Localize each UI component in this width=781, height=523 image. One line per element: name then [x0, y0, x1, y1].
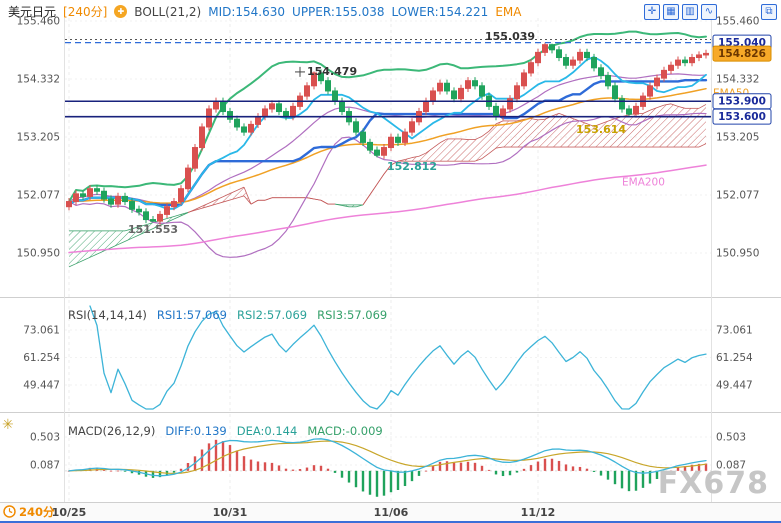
- line-chart-icon[interactable]: ∿: [701, 4, 717, 20]
- svg-text:155.460: 155.460: [716, 16, 759, 28]
- svg-text:0.087: 0.087: [716, 459, 746, 471]
- svg-text:154.479: 154.479: [307, 65, 357, 78]
- boll-upper-value: UPPER:155.038: [292, 4, 385, 19]
- svg-text:61.254: 61.254: [23, 352, 60, 364]
- chart-header: 美元日元 [240分] ✚ BOLL(21,2) MID:154.630 UPP…: [8, 3, 521, 20]
- panel-separators: [0, 18, 781, 503]
- macd-histogram: [65, 439, 711, 497]
- macd-diff-line: [68, 438, 707, 477]
- timeframe-label[interactable]: [240分]: [63, 5, 108, 19]
- svg-text:73.061: 73.061: [23, 325, 60, 337]
- rsi-axis-labels: 73.061 73.061 61.254 61.254 49.447 49.447: [23, 325, 753, 392]
- svg-text:153.600: 153.600: [718, 111, 766, 123]
- ichimoku-cloud: [68, 103, 707, 268]
- svg-text:152.077: 152.077: [716, 190, 759, 202]
- svg-text:11/12: 11/12: [521, 506, 556, 519]
- bollinger-upper-line: [68, 30, 707, 203]
- rsi-header: RSI(14,14,14) RSI1:57.069 RSI2:57.069 RS…: [68, 308, 387, 322]
- macd-value: MACD:-0.009: [307, 424, 383, 438]
- expand-icon[interactable]: ⧉: [761, 4, 777, 20]
- date-axis-labels: 10/25 10/31 11/06 11/12: [52, 506, 556, 519]
- svg-text:154.332: 154.332: [17, 74, 60, 86]
- boll-lower-value: LOWER:154.221: [391, 4, 489, 19]
- macd-dea-line: [68, 440, 707, 474]
- footer-timeframe-label[interactable]: 240分: [19, 505, 55, 519]
- svg-text:10/31: 10/31: [213, 506, 248, 519]
- svg-text:153.900: 153.900: [718, 96, 766, 108]
- svg-text:150.950: 150.950: [716, 247, 759, 259]
- rsi3-value: RSI3:57.069: [317, 308, 388, 322]
- boll-mid-value: MID:154.630: [208, 4, 286, 19]
- price-axis-labels: 155.460 155.460 154.332 154.332 153.205 153.2…: [17, 16, 760, 260]
- svg-text:155.460: 155.460: [17, 16, 60, 28]
- watermark: FX678: [657, 466, 769, 501]
- svg-text:49.447: 49.447: [716, 379, 753, 391]
- ema-indicator-label[interactable]: EMA: [495, 4, 522, 19]
- svg-text:155.039: 155.039: [485, 30, 535, 43]
- macd-diff-value: DIFF:0.139: [165, 424, 227, 438]
- svg-text:73.061: 73.061: [716, 325, 753, 337]
- candlestick-view-icon[interactable]: ▥: [682, 4, 698, 20]
- macd-dea-value: DEA:0.144: [236, 424, 298, 438]
- timeframe-clock-icon[interactable]: [3, 505, 16, 518]
- svg-text:0.087: 0.087: [30, 459, 60, 471]
- svg-text:0.503: 0.503: [30, 432, 60, 444]
- grid-lines: [0, 18, 781, 521]
- svg-text:150.950: 150.950: [17, 247, 60, 259]
- rsi1-value: RSI1:57.069: [156, 308, 227, 322]
- indicator-settings-icon[interactable]: ✳: [2, 417, 14, 433]
- rsi-title[interactable]: RSI(14,14,14): [68, 308, 147, 322]
- boll-indicator-label[interactable]: BOLL(21,2): [134, 4, 202, 19]
- svg-text:154.826: 154.826: [718, 48, 766, 60]
- chart-toolbar: ✛ ▦ ▥ ∿: [644, 4, 717, 20]
- svg-text:154.332: 154.332: [716, 74, 759, 86]
- macd-title[interactable]: MACD(26,12,9): [68, 424, 156, 438]
- svg-text:11/06: 11/06: [374, 506, 409, 519]
- svg-text:153.205: 153.205: [716, 131, 759, 143]
- ema200-line: [68, 164, 707, 254]
- svg-text:153.614: 153.614: [576, 123, 626, 136]
- svg-text:61.254: 61.254: [716, 352, 753, 364]
- svg-text:10/25: 10/25: [52, 506, 87, 519]
- rsi2-value: RSI2:57.069: [237, 308, 308, 322]
- indicator-marker-icon[interactable]: ✚: [114, 5, 128, 18]
- svg-text:152.812: 152.812: [387, 160, 437, 173]
- svg-text:152.077: 152.077: [17, 190, 60, 202]
- macd-axis-labels: 0.503 0.503 0.087 0.087: [30, 432, 746, 472]
- symbol-name: 美元日元: [8, 5, 57, 19]
- svg-text:49.447: 49.447: [23, 379, 60, 391]
- svg-text:0.503: 0.503: [716, 432, 746, 444]
- rsi-line: [89, 305, 707, 410]
- tenkan-line: [68, 56, 707, 210]
- svg-text:EMA200: EMA200: [622, 177, 665, 189]
- grid-view-icon[interactable]: ▦: [663, 4, 679, 20]
- horizontal-levels[interactable]: [65, 39, 711, 118]
- svg-text:151.553: 151.553: [128, 223, 178, 236]
- bottom-border: [0, 521, 781, 523]
- crosshair-icon[interactable]: ✛: [644, 4, 660, 20]
- macd-header: MACD(26,12,9) DIFF:0.139 DEA:0.144 MACD:…: [68, 424, 383, 438]
- svg-text:153.205: 153.205: [17, 131, 60, 143]
